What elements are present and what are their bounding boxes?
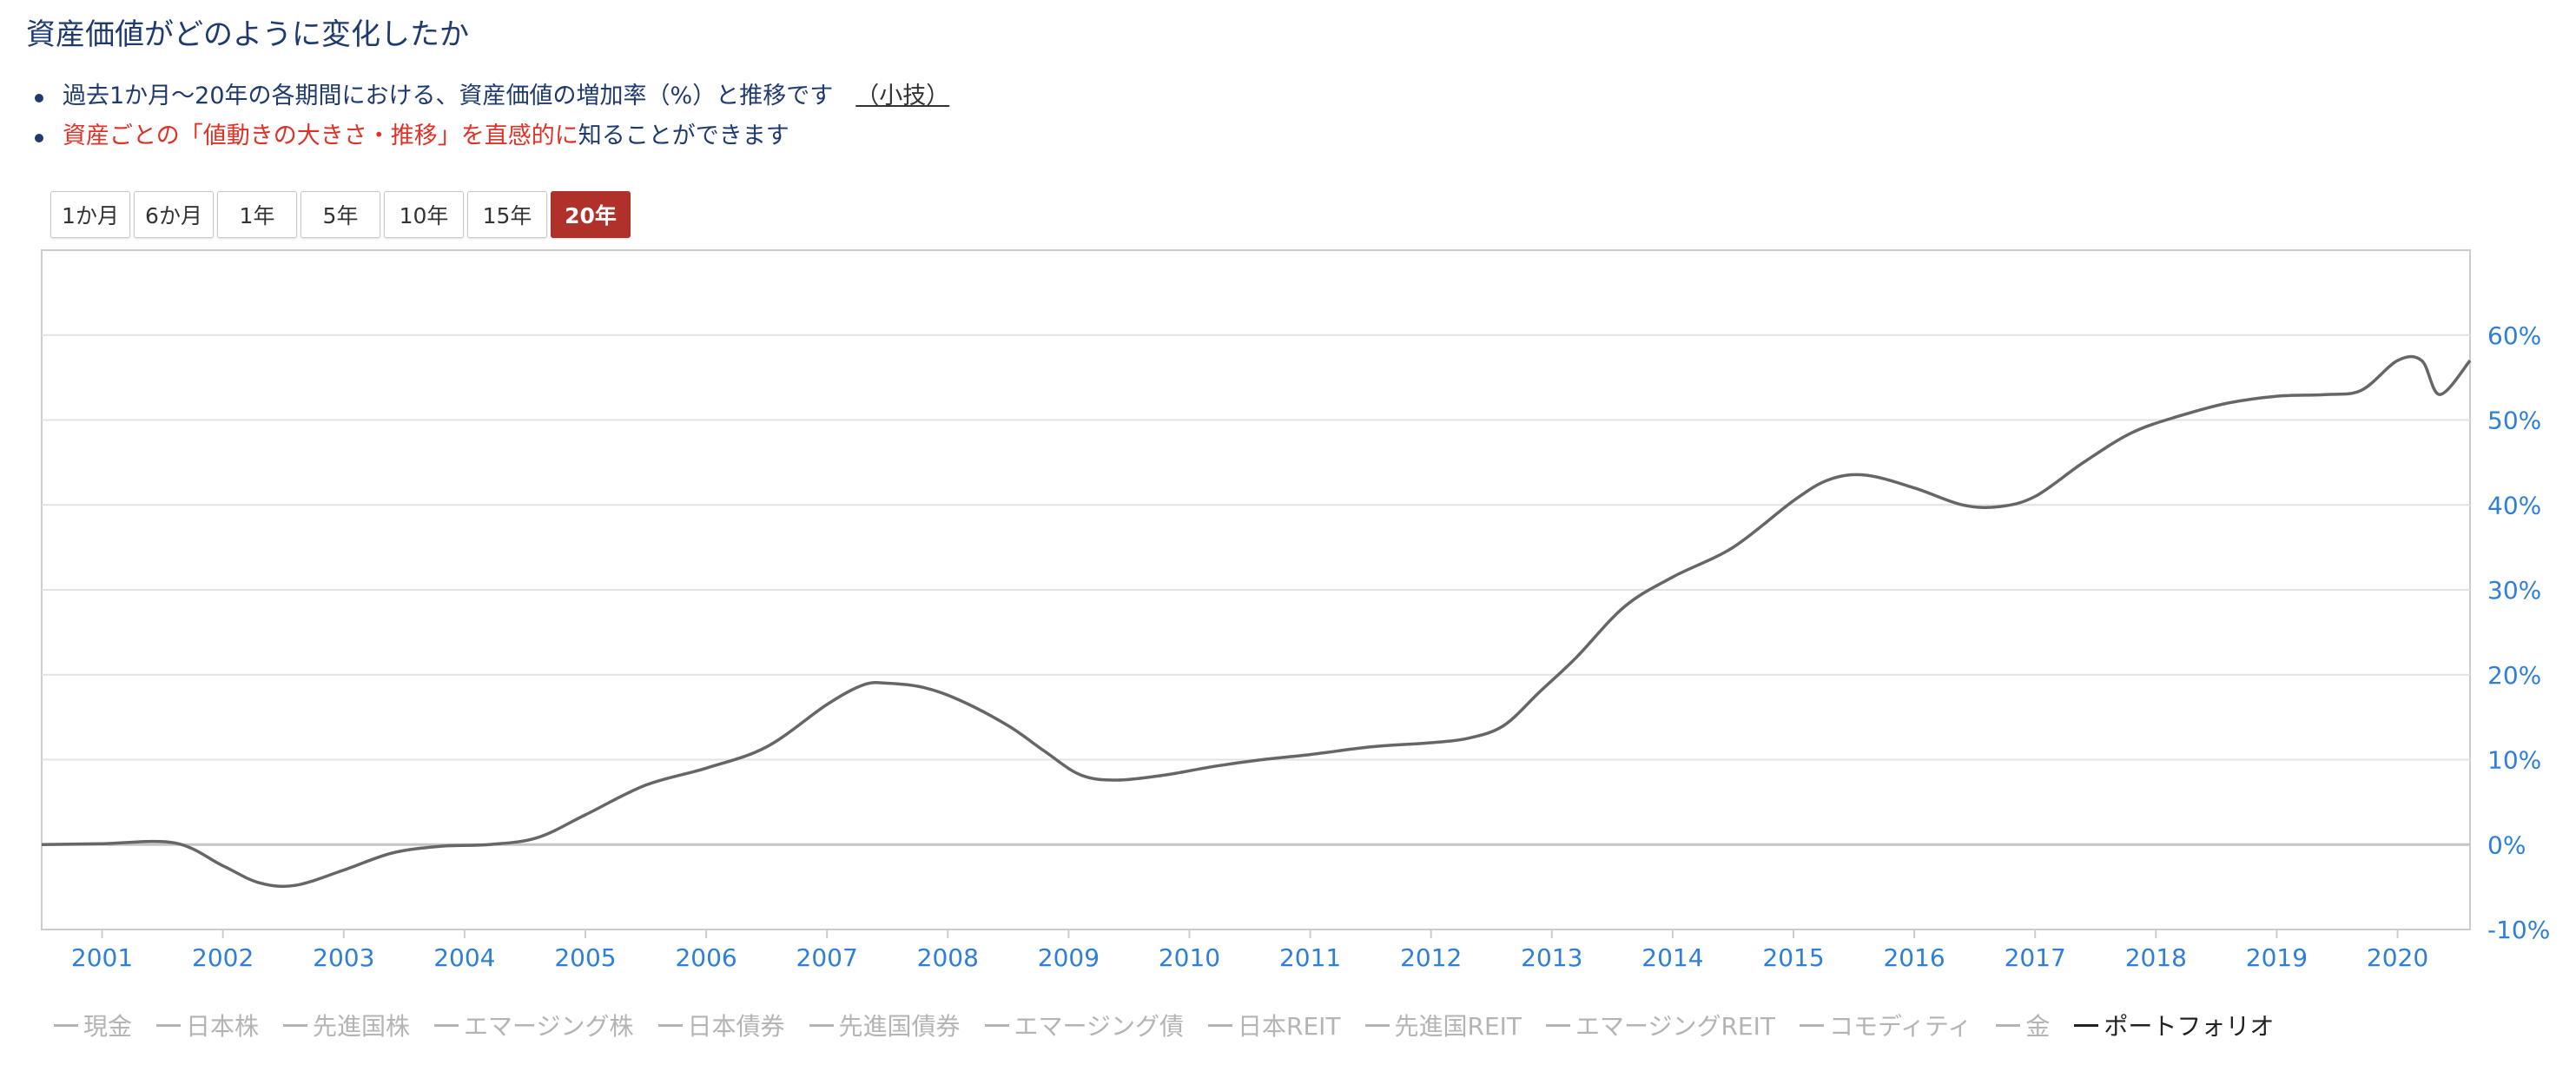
y-tick-label: 30% bbox=[2487, 576, 2541, 605]
legend-swatch bbox=[1996, 1023, 2021, 1027]
period-button-20-years[interactable]: 20年 bbox=[551, 191, 631, 238]
legend-swatch bbox=[156, 1023, 182, 1027]
page-title: 資産価値がどのように変化したか bbox=[26, 17, 469, 52]
legend-item[interactable]: 現金 bbox=[54, 1008, 132, 1042]
tips-link[interactable]: （小技） bbox=[855, 83, 950, 109]
legend-label: 日本株 bbox=[186, 1012, 260, 1041]
legend-swatch bbox=[1207, 1023, 1232, 1027]
legend-item[interactable]: 日本株 bbox=[156, 1008, 259, 1042]
description-list: 過去1か月〜20年の各期間における、資産価値の増加率（%）と推移です （小技） 資… bbox=[35, 76, 949, 156]
period-button-15-years[interactable]: 15年 bbox=[467, 191, 547, 238]
x-tick-label: 2006 bbox=[675, 943, 736, 972]
legend-swatch bbox=[657, 1023, 683, 1027]
legend-item[interactable]: 日本REIT bbox=[1207, 1008, 1341, 1042]
period-selector: 1か月 6か月 1年 5年 10年 15年 20年 bbox=[50, 191, 631, 238]
period-button-1-year[interactable]: 1年 bbox=[217, 191, 297, 238]
x-tick-label: 2014 bbox=[1641, 943, 1703, 972]
description-item: 資産ごとの「値動きの大きさ・推移」を直感的に知ることができます bbox=[35, 116, 949, 156]
x-tick-label: 2004 bbox=[433, 943, 495, 972]
legend-label: 現金 bbox=[83, 1012, 133, 1041]
legend-label: 先進国株 bbox=[313, 1012, 411, 1041]
legend-item[interactable]: エマージングREIT bbox=[1546, 1008, 1775, 1042]
y-tick-label: 20% bbox=[2487, 661, 2541, 690]
period-button-1-month[interactable]: 1か月 bbox=[50, 191, 130, 238]
legend-item[interactable]: 先進国債券 bbox=[809, 1008, 961, 1042]
x-tick-label: 2009 bbox=[1038, 943, 1100, 972]
y-tick-label: -10% bbox=[2487, 916, 2550, 944]
legend-label: コモディティ bbox=[1828, 1012, 1972, 1041]
y-tick-label: 10% bbox=[2487, 746, 2541, 775]
legend-item[interactable]: 先進国株 bbox=[283, 1008, 410, 1042]
legend-swatch bbox=[1364, 1023, 1390, 1027]
legend-swatch bbox=[283, 1023, 308, 1027]
y-axis-ticks: -10% 0% 10% 20% 30% 40% 50% 60% bbox=[2487, 321, 2550, 944]
legend-swatch bbox=[1799, 1023, 1824, 1027]
legend-swatch bbox=[809, 1023, 834, 1027]
x-tick-label: 2019 bbox=[2246, 943, 2308, 972]
legend-swatch bbox=[984, 1023, 1009, 1027]
legend-label: 日本REIT bbox=[1237, 1012, 1341, 1041]
legend-swatch bbox=[1546, 1023, 1571, 1027]
legend-label: 先進国REIT bbox=[1394, 1012, 1522, 1041]
legend-label: ポートフォリオ bbox=[2104, 1012, 2275, 1041]
x-tick-label: 2012 bbox=[1400, 943, 1462, 972]
description-text: 知ることができます bbox=[578, 122, 789, 149]
x-axis-ticks: 2001 2002 2003 2004 2005 2006 2007 2008 2009 2010… bbox=[71, 929, 2428, 972]
series-line-portfolio[interactable] bbox=[41, 354, 2472, 889]
x-tick-label: 2013 bbox=[1521, 943, 1582, 972]
x-tick-label: 2015 bbox=[1762, 943, 1824, 972]
y-tick-label: 0% bbox=[2487, 830, 2526, 859]
description-item: 過去1か月〜20年の各期間における、資産価値の増加率（%）と推移です （小技） bbox=[35, 76, 949, 116]
chart-legend: 現金 日本株 先進国株 エマージング株 日本債券 先進国債券 エマージング債 日本REIT 先進… bbox=[54, 1008, 2274, 1042]
description-text: 過去1か月〜20年の各期間における、資産価値の増加率（%）と推移です bbox=[63, 83, 834, 109]
x-tick-label: 2002 bbox=[192, 943, 254, 972]
gridlines bbox=[42, 334, 2470, 846]
series-lines bbox=[41, 354, 2472, 889]
x-tick-label: 2016 bbox=[1883, 943, 1945, 972]
legend-label: 先進国債券 bbox=[838, 1012, 961, 1041]
x-tick-label: 2003 bbox=[313, 943, 374, 972]
period-button-5-years[interactable]: 5年 bbox=[301, 191, 380, 238]
legend-label: エマージング株 bbox=[464, 1012, 634, 1041]
x-tick-label: 2010 bbox=[1159, 943, 1220, 972]
legend-swatch bbox=[2074, 1023, 2099, 1027]
legend-item[interactable]: エマージング債 bbox=[984, 1008, 1184, 1042]
x-tick-label: 2017 bbox=[2005, 943, 2066, 972]
legend-item[interactable]: エマージング株 bbox=[434, 1008, 634, 1042]
x-tick-label: 2011 bbox=[1279, 943, 1341, 972]
period-button-10-years[interactable]: 10年 bbox=[384, 191, 464, 238]
legend-label: 金 bbox=[2025, 1012, 2051, 1041]
y-tick-label: 40% bbox=[2487, 491, 2541, 519]
legend-item[interactable]: 日本債券 bbox=[657, 1008, 785, 1042]
x-tick-label: 2001 bbox=[71, 943, 133, 972]
x-tick-label: 2020 bbox=[2367, 943, 2428, 972]
x-tick-label: 2008 bbox=[917, 943, 979, 972]
legend-swatch bbox=[54, 1023, 78, 1027]
x-tick-label: 2018 bbox=[2125, 943, 2187, 972]
y-tick-label: 60% bbox=[2487, 321, 2541, 350]
legend-swatch bbox=[434, 1023, 459, 1027]
legend-item[interactable]: ポートフォリオ bbox=[2074, 1008, 2274, 1042]
legend-label: 日本債券 bbox=[687, 1012, 785, 1041]
x-tick-label: 2005 bbox=[554, 943, 616, 972]
period-button-6-months[interactable]: 6か月 bbox=[134, 191, 214, 238]
y-tick-label: 50% bbox=[2487, 407, 2541, 435]
x-tick-label: 2007 bbox=[796, 943, 858, 972]
legend-item[interactable]: コモディティ bbox=[1799, 1008, 1972, 1042]
legend-label: エマージングREIT bbox=[1575, 1012, 1775, 1041]
legend-item[interactable]: 先進国REIT bbox=[1364, 1008, 1522, 1042]
legend-label: エマージング債 bbox=[1014, 1012, 1184, 1041]
description-highlight-text: 資産ごとの「値動きの大きさ・推移」を直感的に bbox=[63, 122, 578, 149]
legend-item[interactable]: 金 bbox=[1996, 1008, 2050, 1042]
